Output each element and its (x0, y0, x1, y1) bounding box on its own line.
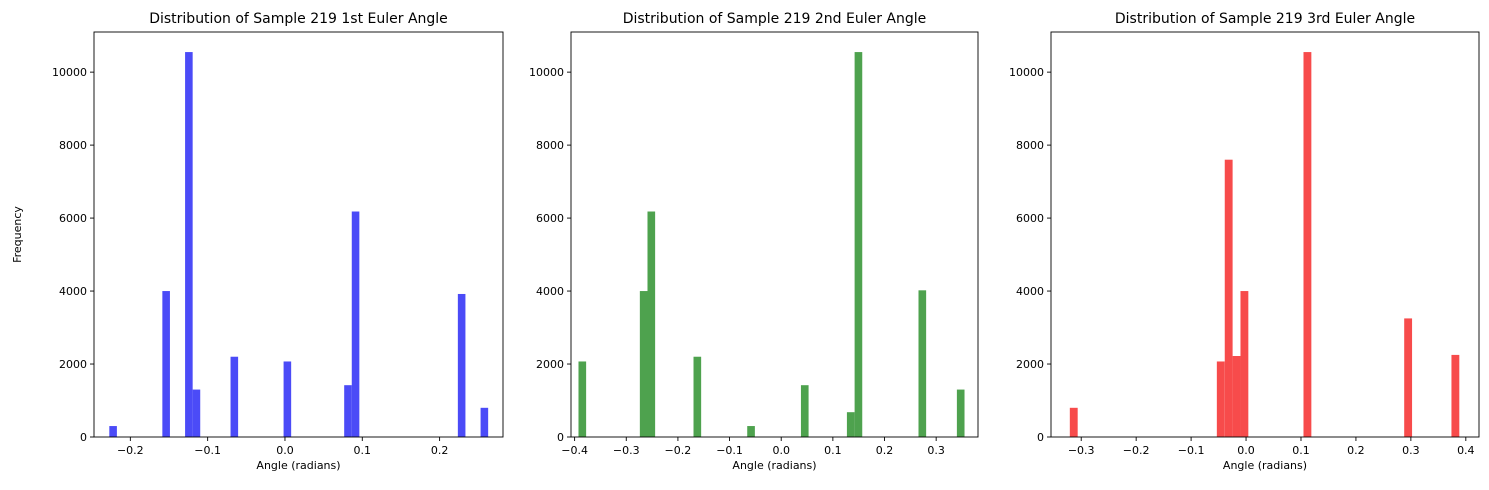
chart-panel-1: −0.2 −0.1 0.0 0.1 0.2 0 2000 4000 6000 8000 10000 D… (11, 11, 504, 472)
histogram-bar-6 (800, 385, 809, 437)
y-tick-label: 2000 (536, 358, 564, 371)
x-tick-label: −0.2 (1123, 444, 1150, 457)
axes-frame (1050, 31, 1480, 438)
y-tick-label: 0 (557, 431, 564, 444)
x-tick-label: 0.3 (1402, 444, 1420, 457)
x-tick-label: −0.2 (665, 444, 692, 457)
histogram-bar-1 (1069, 407, 1078, 437)
histogram-bar-8 (854, 52, 863, 437)
y-tick-label: 4000 (536, 285, 564, 298)
x-tick-label: 0.1 (1292, 444, 1310, 457)
chart-panel-2: −0.4 −0.3 −0.2 −0.1 0.0 0.1 0.2 0.3 0 2000 4000 600… (529, 11, 979, 472)
y-tick-label: 0 (1037, 431, 1044, 444)
axes-frame (570, 31, 979, 438)
y-tick-label: 4000 (59, 285, 87, 298)
y-tick-label: 6000 (59, 212, 87, 225)
histogram-bar-5 (747, 426, 755, 437)
y-tick-label: 10000 (1009, 66, 1044, 79)
chart-title: Distribution of Sample 219 3rd Euler Ang… (1115, 11, 1415, 27)
histogram-bar-10 (956, 389, 965, 437)
x-tick-label: 0.2 (1347, 444, 1365, 457)
x-axis-label: Angle (radians) (732, 459, 816, 472)
x-tick-label: 0.0 (1237, 444, 1255, 457)
y-tick-label: 10000 (529, 66, 564, 79)
histogram-bar-7 (1404, 318, 1413, 437)
y-tick-label: 2000 (1016, 358, 1044, 371)
histogram-bar-1 (578, 361, 587, 437)
histogram-bar-2 (1216, 361, 1225, 437)
x-tick-label: 0.0 (772, 444, 790, 457)
histogram-bar-1 (109, 426, 117, 437)
y-tick-label: 0 (80, 431, 87, 444)
y-tick-label: 8000 (536, 139, 564, 152)
histogram-bar-2 (162, 291, 170, 437)
histogram-bar-6 (1303, 52, 1312, 437)
histogram-bar-5 (1240, 291, 1249, 437)
x-tick-label: −0.1 (1178, 444, 1205, 457)
histogram-bar-7 (344, 385, 352, 437)
y-tick-label: 8000 (1016, 139, 1044, 152)
histogram-bar-8 (1451, 354, 1460, 437)
histogram-bar-3 (185, 52, 193, 437)
x-axis-label: Angle (radians) (1223, 459, 1307, 472)
y-tick-label: 10000 (52, 66, 87, 79)
histogram-bar-10 (480, 407, 489, 437)
x-tick-label: −0.3 (613, 444, 640, 457)
histogram-bar-2 (639, 291, 648, 437)
x-tick-label: −0.3 (1068, 444, 1095, 457)
x-tick-label: 0.2 (431, 444, 449, 457)
x-tick-label: 0.4 (1457, 444, 1475, 457)
histogram-bar-4 (1232, 356, 1241, 437)
y-tick-label: 6000 (1016, 212, 1044, 225)
x-tick-label: 0.1 (824, 444, 842, 457)
x-tick-label: −0.2 (117, 444, 144, 457)
histogram-bar-4 (192, 389, 201, 437)
histogram-bar-5 (230, 356, 239, 437)
chart-title: Distribution of Sample 219 2nd Euler Ang… (623, 11, 927, 27)
histogram-bar-9 (457, 293, 466, 437)
x-tick-label: −0.4 (561, 444, 588, 457)
x-axis-label: Angle (radians) (256, 459, 340, 472)
x-tick-label: −0.1 (194, 444, 221, 457)
y-tick-label: 6000 (536, 212, 564, 225)
x-tick-label: 0.1 (354, 444, 372, 457)
histogram-bar-3 (1224, 159, 1233, 437)
y-axis-label: Frequency (11, 206, 24, 263)
y-tick-label: 2000 (59, 358, 87, 371)
histogram-bar-4 (693, 356, 702, 437)
axes-frame (93, 31, 504, 438)
y-tick-label: 4000 (1016, 285, 1044, 298)
histogram-bar-3 (647, 211, 656, 437)
chart-title: Distribution of Sample 219 1st Euler Ang… (149, 11, 448, 27)
x-tick-label: 0.3 (927, 444, 945, 457)
y-tick-label: 8000 (59, 139, 87, 152)
x-tick-label: −0.1 (716, 444, 743, 457)
histogram-bar-7 (846, 412, 855, 437)
histogram-bar-9 (918, 290, 927, 437)
histogram-bar-8 (351, 211, 360, 437)
chart-panel-3: −0.3 −0.2 −0.1 0.0 0.1 0.2 0.3 0.4 0 2000 4000 6000… (1009, 11, 1480, 472)
x-tick-label: 0.0 (276, 444, 294, 457)
x-tick-label: 0.2 (876, 444, 894, 457)
histogram-bar-6 (283, 361, 292, 437)
